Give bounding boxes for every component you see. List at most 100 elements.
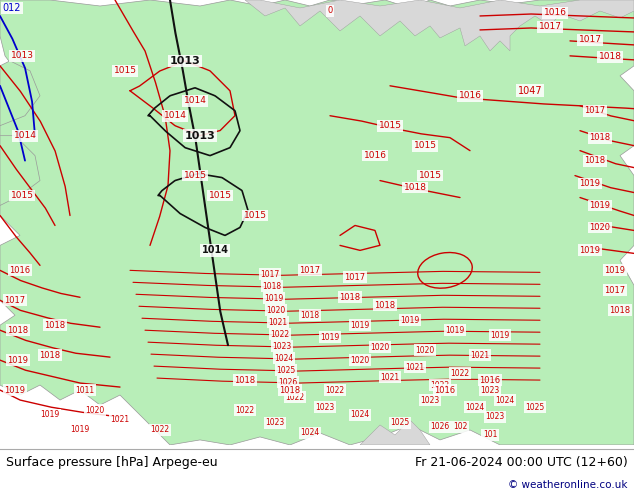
Text: 1022: 1022 [285,392,304,401]
Text: 1026: 1026 [430,422,450,432]
Text: 1017: 1017 [344,273,366,282]
Text: 1025: 1025 [276,366,295,374]
Text: 1024: 1024 [301,428,320,438]
Text: 0: 0 [327,6,333,16]
Polygon shape [0,136,40,205]
Text: 1019: 1019 [70,425,89,435]
Text: 1015: 1015 [113,66,136,75]
Text: 1021: 1021 [268,318,288,327]
Text: 1019: 1019 [401,316,420,325]
Text: 1013: 1013 [184,131,216,141]
Text: 1019: 1019 [264,294,283,303]
Polygon shape [360,420,430,445]
Text: 1017: 1017 [578,35,602,45]
Text: 1018: 1018 [375,301,396,310]
Text: 1018: 1018 [301,311,320,320]
Text: 1022: 1022 [450,368,470,378]
Text: 1014: 1014 [13,131,36,140]
Text: 1024: 1024 [351,411,370,419]
Text: 1021: 1021 [380,372,399,382]
Text: 1023: 1023 [273,342,292,351]
Text: 101: 101 [483,430,497,440]
Text: 1016: 1016 [434,386,456,394]
Text: 1019: 1019 [4,386,25,394]
Text: 1017: 1017 [604,286,626,295]
Text: 1019: 1019 [579,179,600,188]
Text: 1014: 1014 [164,111,186,120]
Text: 1013: 1013 [170,56,200,66]
Text: 1019: 1019 [351,321,370,330]
Text: 1023: 1023 [486,413,505,421]
Text: 1022: 1022 [430,381,450,390]
Text: 1023: 1023 [315,402,335,412]
Text: 1017: 1017 [261,270,280,279]
Text: 1016: 1016 [458,91,481,100]
Text: 1020: 1020 [590,223,611,232]
Text: 1018: 1018 [403,183,427,192]
Text: 1020: 1020 [370,343,390,352]
Polygon shape [0,0,634,445]
Polygon shape [0,61,40,126]
Text: 1017: 1017 [538,23,562,31]
Text: 1018: 1018 [44,321,65,330]
Polygon shape [245,0,634,51]
Text: 1015: 1015 [378,121,401,130]
Text: 1015: 1015 [183,171,207,180]
Text: 1024: 1024 [465,402,484,412]
Text: 012: 012 [3,3,22,13]
Text: 1018: 1018 [280,386,301,394]
Text: 1019: 1019 [490,331,510,340]
Text: 1025: 1025 [526,402,545,412]
Text: 1017: 1017 [299,266,321,275]
Text: 1022: 1022 [235,406,255,415]
Text: 1018: 1018 [585,156,605,165]
Text: 1019: 1019 [590,201,611,210]
Text: 1019: 1019 [320,333,340,342]
Text: 1023: 1023 [420,395,439,405]
Text: 1014: 1014 [202,245,228,255]
Text: 1016: 1016 [543,8,567,18]
Text: 1024: 1024 [275,354,294,363]
Text: 1018: 1018 [339,293,361,302]
Text: 1021: 1021 [405,363,425,371]
Text: Fr 21-06-2024 00:00 UTC (12+60): Fr 21-06-2024 00:00 UTC (12+60) [415,457,628,469]
Text: 1019: 1019 [579,246,600,255]
Text: Surface pressure [hPa] Arpege-eu: Surface pressure [hPa] Arpege-eu [6,457,218,469]
Text: 1019: 1019 [41,411,60,419]
Text: 1015: 1015 [418,171,441,180]
Text: 1021: 1021 [470,351,489,360]
Text: 1047: 1047 [518,86,542,96]
Text: 1018: 1018 [235,375,256,385]
Text: 1016: 1016 [10,266,30,275]
Text: 1022: 1022 [271,330,290,339]
Text: 1019: 1019 [604,266,626,275]
Text: © weatheronline.co.uk: © weatheronline.co.uk [508,480,628,490]
Text: 1014: 1014 [184,96,207,105]
Text: 1022: 1022 [150,425,169,435]
Text: 1018: 1018 [609,306,631,315]
Text: 1025: 1025 [391,418,410,427]
Text: 1015: 1015 [11,191,34,200]
Text: 1020: 1020 [351,356,370,365]
Text: 1016: 1016 [363,151,387,160]
Text: 1017: 1017 [4,296,25,305]
Text: 1023: 1023 [481,386,500,394]
Text: 1024: 1024 [495,395,515,405]
Text: 1022: 1022 [325,386,344,394]
Text: 1020: 1020 [415,345,435,355]
Text: 1026: 1026 [278,378,297,387]
Text: 1018: 1018 [590,133,611,142]
Text: 1019: 1019 [445,326,465,335]
Text: 1020: 1020 [266,306,286,315]
Text: 1013: 1013 [11,51,34,60]
Text: 1019: 1019 [8,356,29,365]
Text: 1015: 1015 [243,211,266,220]
Text: 1011: 1011 [75,386,94,394]
Text: 1023: 1023 [266,418,285,427]
Text: 1016: 1016 [479,375,501,385]
Text: 1015: 1015 [209,191,231,200]
Text: 102: 102 [453,422,467,432]
Text: 1015: 1015 [413,141,436,150]
Text: 1018: 1018 [8,326,29,335]
Text: 1018: 1018 [598,52,621,61]
